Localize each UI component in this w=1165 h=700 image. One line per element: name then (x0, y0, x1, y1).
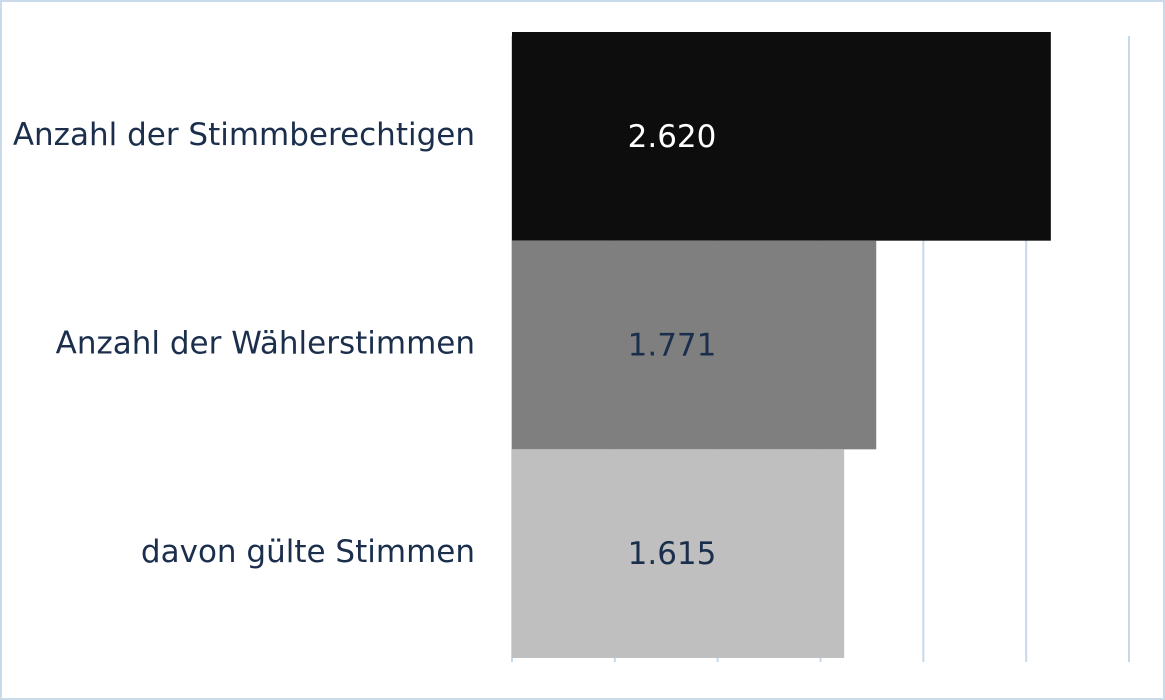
y-tick-label: davon gülte Stimmen (141, 534, 475, 570)
bar (512, 449, 845, 658)
data-label: 1.615 (628, 536, 717, 572)
y-tick-label: Anzahl der Stimmberechtigen (13, 117, 475, 153)
data-label: 2.620 (628, 119, 717, 155)
bar (512, 32, 1051, 241)
bar (512, 240, 877, 450)
data-label: 1.771 (628, 328, 717, 364)
y-tick-label: Anzahl der Wählerstimmen (56, 326, 475, 362)
